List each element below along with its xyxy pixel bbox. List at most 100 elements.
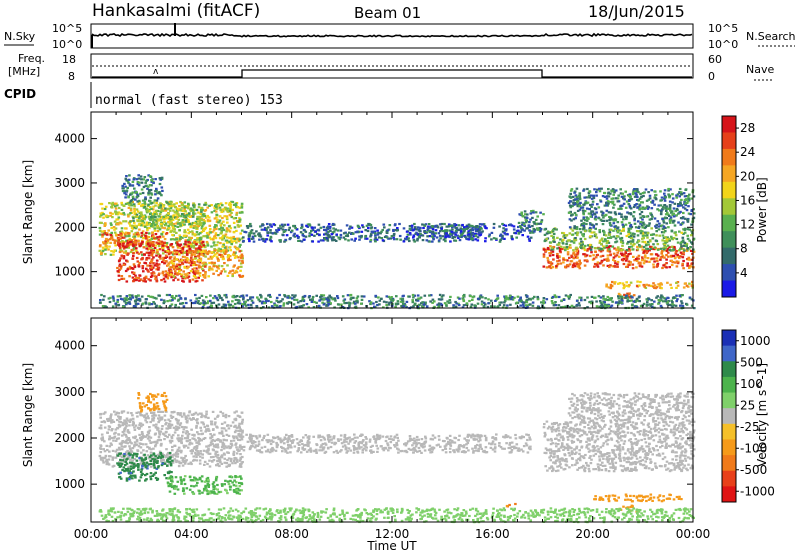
nave-tick-bottom: 0 (708, 70, 715, 83)
power-panel: 1000 2000 3000 4000 (54, 111, 696, 310)
power-colorbar-tick-6: 28 (740, 121, 755, 135)
velocity-colorbar-swatch-8 (722, 455, 736, 472)
power-colorbar-tick-5: 24 (740, 145, 755, 159)
power-region-11 (567, 187, 696, 230)
x-tick-label-4: 16:00 (475, 527, 510, 541)
velocity-colorbar-label: Velocity [m s^-1] (755, 363, 769, 467)
power-colorbar-swatch-7 (722, 231, 736, 249)
cpid-text: normal (fast stereo) 153 (95, 93, 283, 108)
velocity-colorbar-swatch-9 (722, 470, 736, 487)
power-region-5 (121, 174, 164, 203)
power-ytick-label-2: 3000 (54, 176, 85, 190)
velocity-ytick-label-3: 4000 (54, 339, 85, 353)
velocity-region-2 (166, 475, 244, 496)
power-colorbar-swatch-8 (722, 247, 736, 265)
velocity-region-5 (542, 419, 696, 473)
velocity-colorbar-swatch-1 (722, 345, 736, 362)
velocity-colorbar-tick-2: 100 (740, 377, 763, 391)
power-colorbar-tick-1: 8 (740, 242, 748, 256)
velocity-colorbar-tick-6: -500 (740, 463, 767, 477)
velocity-region-3 (137, 391, 169, 413)
power-region-14 (98, 293, 696, 310)
power-colorbar-swatch-9 (722, 264, 736, 282)
x-ticks: 00:00 04:00 08:00 12:00 16:00 20:00 00:00 (74, 527, 711, 541)
x-tick-label-2: 08:00 (274, 527, 309, 541)
velocity-data-cells (98, 391, 696, 524)
beam-title: Beam 01 (354, 4, 421, 22)
velocity-colorbar-swatch-0 (722, 330, 736, 347)
power-region-6 (241, 222, 533, 243)
x-tick-label-5: 20:00 (575, 527, 610, 541)
freq-marks: ʌ (153, 67, 159, 77)
station-title: Hankasalmi (fitACF) (92, 1, 260, 21)
nave-label: Nave (746, 63, 774, 76)
power-region-3 (166, 249, 245, 279)
nsky-line (91, 32, 693, 38)
power-colorbar-swatch-10 (722, 280, 736, 298)
nsky-trace (91, 23, 693, 48)
power-colorbar-swatch-1 (722, 132, 736, 150)
velocity-colorbar-tick-1: 500 (740, 355, 763, 369)
x-tick-label-3: 12:00 (375, 527, 410, 541)
power-region-8 (517, 209, 545, 234)
velocity-colorbar-swatch-5 (722, 408, 736, 425)
velocity-colorbar-swatch-6 (722, 423, 736, 440)
x-tick-label-1: 04:00 (174, 527, 209, 541)
power-colorbar-tick-0: 4 (740, 266, 748, 280)
nsearch-tick-top: 10^5 (708, 22, 738, 35)
velocity-colorbar-swatch-7 (722, 439, 736, 456)
power-colorbar-tick-3: 16 (740, 193, 755, 207)
velocity-region-10 (98, 507, 695, 524)
velocity-colorbar-tick-7: -1000 (740, 484, 775, 498)
freq-tick-bottom: 8 (68, 70, 75, 83)
power-colorbar-swatch-3 (722, 165, 736, 183)
velocity-panel: 1000 2000 3000 4000 (54, 317, 696, 524)
velocity-colorbar-tick-3: 25 (740, 398, 755, 412)
power-colorbar-swatch-6 (722, 214, 736, 232)
power-region-12 (605, 280, 694, 290)
velocity-colorbar-swatch-3 (722, 376, 736, 394)
date-title: 18/Jun/2015 (588, 2, 685, 21)
power-colorbar-swatch-0 (722, 116, 736, 133)
velocity-region-4 (241, 433, 532, 454)
power-region-7 (417, 222, 483, 239)
velocity-ytick-label-0: 1000 (54, 477, 85, 491)
x-axis-label: Time UT (366, 539, 417, 553)
freq-label: Freq. (18, 52, 45, 65)
cpid-label: CPID (4, 87, 36, 101)
velocity-region-6 (567, 392, 695, 422)
nsky-label: N.Sky (4, 30, 36, 43)
power-colorbar-swatch-2 (722, 148, 736, 166)
power-colorbar-swatch-4 (722, 181, 736, 199)
velocity-ytick-label-1: 2000 (54, 431, 85, 445)
velocity-colorbar-swatch-4 (722, 392, 736, 409)
freq-tick-top: 18 (62, 53, 76, 66)
velocity-colorbar-tick-4: -25 (740, 420, 760, 434)
x-tick-label-6: 00:00 (676, 527, 711, 541)
power-colorbar-tick-4: 20 (740, 169, 755, 183)
power-colorbar-tick-2: 12 (740, 218, 755, 232)
velocity-region-7 (593, 493, 683, 503)
nave-tick-top: 60 (708, 53, 722, 66)
velocity-region-1 (116, 451, 174, 482)
freq-panel (90, 53, 694, 79)
nsearch-label: N.Search (746, 30, 796, 43)
power-ytick-label-1: 2000 (54, 220, 85, 234)
velocity-ylabel: Slant Range [km] (21, 363, 35, 467)
power-colorbar: 4 8 12 16 20 24 28 (721, 115, 755, 298)
velocity-colorbar-swatch-10 (722, 486, 736, 503)
power-colorbar-label: Power [dB] (755, 177, 769, 242)
x-tick-label-0: 00:00 (74, 527, 109, 541)
velocity-region-9 (505, 502, 517, 508)
power-ylabel: Slant Range [km] (21, 160, 35, 264)
power-colorbar-swatch-5 (722, 198, 736, 216)
freq-unit: [MHz] (8, 65, 40, 78)
freq-trace (92, 69, 692, 78)
velocity-colorbar-tick-5: -100 (740, 441, 767, 455)
power-region-4 (128, 200, 207, 230)
nsearch-tick-bottom: 10^0 (708, 38, 738, 51)
nsky-tick-top: 10^5 (52, 22, 82, 35)
velocity-region-0 (98, 410, 244, 468)
power-ytick-label-3: 4000 (54, 132, 85, 146)
